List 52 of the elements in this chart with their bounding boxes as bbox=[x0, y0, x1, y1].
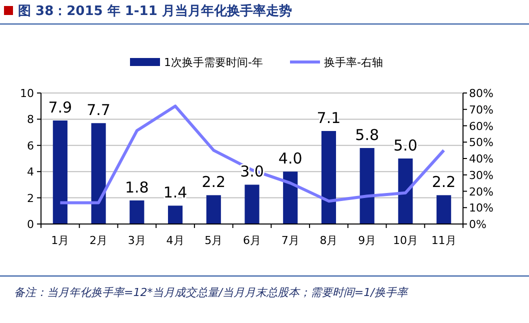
text: 备注：当月年化换手率=12*当月成交总量/当月月末总股本；需要时间=1/换手率 bbox=[14, 286, 408, 299]
y-tick-label: 0 bbox=[27, 218, 34, 231]
y2-tick-label: 50% bbox=[469, 136, 494, 150]
data-label: 1.8 bbox=[124, 178, 149, 196]
bar bbox=[244, 184, 260, 224]
y2-tick-label: 80% bbox=[469, 87, 494, 100]
data-label: 3.0 bbox=[240, 162, 264, 181]
bar bbox=[168, 206, 183, 224]
x-tick-label: 8月 bbox=[320, 234, 338, 247]
chart-title: 图 38：2015 年 1-11 月当月年化换手率走势 bbox=[18, 3, 292, 19]
y-tick-label: 4 bbox=[27, 166, 34, 179]
x-tick-label: 5月 bbox=[204, 234, 223, 247]
x-tick-label: 11月 bbox=[431, 234, 456, 247]
legend-label: 1次换手需要时间-年 bbox=[164, 56, 263, 69]
data-label: 5.0 bbox=[394, 136, 418, 154]
x-tick-label: 2月 bbox=[90, 234, 108, 247]
x-tick-label: 4月 bbox=[166, 234, 184, 247]
x-tick-label: 9月 bbox=[358, 234, 376, 247]
x-tick-label: 10月 bbox=[392, 234, 418, 247]
data-label: 1.4 bbox=[163, 184, 188, 202]
bar bbox=[321, 130, 336, 224]
bar bbox=[360, 148, 374, 224]
bar bbox=[398, 158, 413, 224]
bar bbox=[91, 123, 106, 224]
bar bbox=[436, 195, 452, 224]
y2-tick-label: 0% bbox=[469, 218, 486, 231]
y2-tick-label: 70% bbox=[469, 103, 494, 116]
x-tick-label: 6月 bbox=[243, 234, 261, 247]
bar bbox=[283, 172, 298, 224]
y2-tick-label: 10% bbox=[469, 202, 494, 215]
legend-label: 换手率-右轴 bbox=[324, 56, 383, 69]
data-label: 5.8 bbox=[355, 126, 380, 144]
x-tick-label: 1月 bbox=[51, 234, 70, 247]
data-label: 4.0 bbox=[278, 150, 302, 168]
y2-tick-label: 30% bbox=[469, 168, 494, 182]
bar bbox=[52, 120, 68, 224]
bar bbox=[130, 200, 144, 224]
x-tick-label: 3月 bbox=[128, 234, 146, 247]
x-tick-label: 7月 bbox=[281, 234, 300, 247]
y2-tick-label: 20% bbox=[469, 185, 494, 198]
data-label: 2.2 bbox=[202, 173, 226, 192]
y2-tick-label: 60% bbox=[469, 120, 494, 133]
data-label: 7.7 bbox=[86, 101, 110, 120]
data-label: 7.1 bbox=[316, 108, 341, 127]
y2-tick-label: 40% bbox=[469, 152, 494, 166]
y-tick-label: 8 bbox=[27, 113, 34, 126]
bar bbox=[206, 195, 221, 224]
y-tick-label: 2 bbox=[27, 192, 34, 205]
y-tick-label: 10 bbox=[20, 87, 34, 100]
data-label: 7.9 bbox=[48, 98, 72, 117]
data-label: 2.2 bbox=[432, 173, 456, 192]
y-tick-label: 6 bbox=[27, 139, 34, 152]
